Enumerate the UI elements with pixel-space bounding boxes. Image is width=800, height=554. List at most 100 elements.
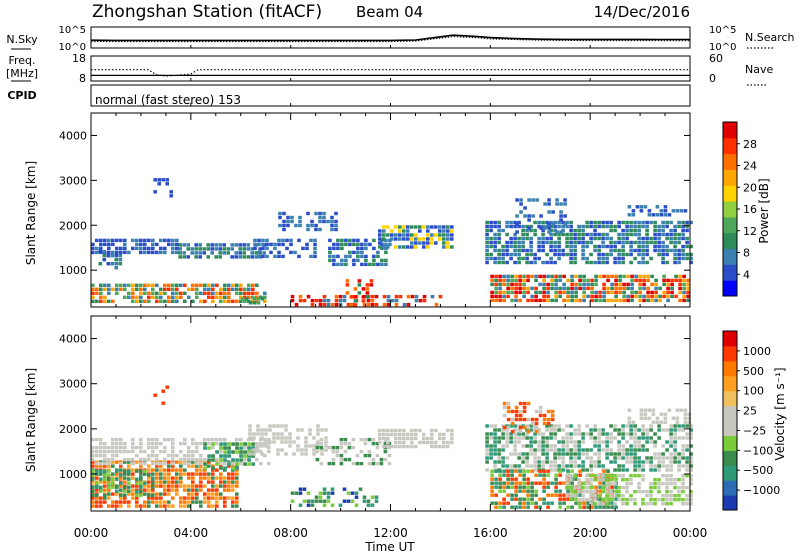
power-cell bbox=[574, 290, 578, 295]
velocity-cell bbox=[394, 440, 398, 445]
power-cell bbox=[606, 298, 610, 303]
power-cell bbox=[678, 278, 682, 283]
power-cell bbox=[534, 298, 538, 303]
power-cell bbox=[650, 294, 654, 299]
velocity-cell bbox=[589, 436, 593, 440]
velocity-cell bbox=[343, 457, 348, 462]
velocity-cell bbox=[689, 482, 693, 486]
power-cell bbox=[570, 286, 574, 291]
velocity-cell bbox=[155, 484, 159, 488]
velocity-cell bbox=[538, 481, 542, 485]
power-cell bbox=[210, 251, 214, 255]
y-tick-label: 3000 bbox=[59, 174, 87, 187]
velocity-cell bbox=[506, 405, 511, 410]
power-cell bbox=[525, 252, 529, 257]
velocity-cell bbox=[529, 452, 533, 456]
velocity-cell bbox=[131, 492, 135, 496]
velocity-cell bbox=[625, 482, 629, 486]
velocity-cell bbox=[517, 432, 521, 436]
power-cell bbox=[593, 248, 597, 253]
power-cell bbox=[621, 256, 625, 261]
velocity-cell bbox=[231, 466, 235, 470]
velocity-cell bbox=[554, 477, 558, 481]
velocity-cell bbox=[546, 473, 550, 477]
velocity-cell bbox=[119, 488, 123, 492]
velocity-cell bbox=[493, 464, 497, 468]
power-cell bbox=[570, 278, 574, 283]
power-cell bbox=[626, 282, 630, 287]
velocity-cell bbox=[288, 440, 292, 444]
velocity-cell bbox=[119, 441, 123, 446]
power-cell bbox=[353, 299, 358, 303]
power-cell bbox=[602, 282, 606, 287]
velocity-cell bbox=[386, 428, 390, 433]
time-tick-label: 08:00 bbox=[273, 526, 308, 540]
velocity-cell bbox=[554, 489, 558, 493]
power-cell bbox=[446, 241, 450, 245]
velocity-cell bbox=[155, 453, 159, 458]
power-cell bbox=[352, 238, 356, 243]
velocity-cell bbox=[562, 497, 566, 501]
velocity-cell bbox=[107, 477, 111, 481]
velocity-cell bbox=[231, 496, 235, 500]
velocity-cell bbox=[633, 456, 637, 460]
velocity-cell bbox=[183, 484, 187, 488]
velocity-cell bbox=[485, 456, 489, 460]
power-cell bbox=[581, 252, 585, 257]
power-cell bbox=[238, 255, 242, 259]
velocity-cell bbox=[223, 454, 227, 458]
power-cell bbox=[139, 246, 143, 251]
power-cell bbox=[178, 243, 182, 247]
velocity-cell bbox=[506, 417, 511, 422]
velocity-cell bbox=[386, 440, 390, 445]
velocity-cell bbox=[526, 477, 530, 481]
velocity-cell bbox=[505, 444, 509, 448]
velocity-cell bbox=[322, 487, 327, 491]
power-cell bbox=[265, 254, 269, 259]
velocity-cell bbox=[609, 460, 613, 464]
velocity-cell bbox=[387, 453, 392, 458]
power-cell bbox=[418, 241, 422, 245]
velocity-cell bbox=[657, 478, 661, 482]
power-cell bbox=[183, 283, 187, 287]
power-cell bbox=[103, 299, 107, 303]
velocity-cell bbox=[645, 448, 649, 452]
power-cell bbox=[673, 224, 677, 229]
velocity-cell bbox=[103, 477, 107, 481]
power-cell bbox=[517, 220, 521, 225]
power-cell bbox=[165, 178, 169, 182]
power-cell bbox=[186, 243, 190, 247]
power-cell bbox=[310, 219, 314, 224]
power-cell bbox=[650, 274, 654, 279]
power-cell bbox=[442, 237, 446, 241]
velocity-cell bbox=[685, 464, 689, 468]
power-cell bbox=[346, 302, 351, 307]
velocity-cell bbox=[649, 464, 653, 468]
velocity-cell bbox=[585, 490, 589, 494]
power-cell bbox=[345, 279, 350, 283]
velocity-cell bbox=[434, 440, 438, 445]
power-cell bbox=[182, 251, 186, 255]
power-cell bbox=[609, 224, 613, 229]
power-cell bbox=[186, 247, 190, 251]
velocity-cell bbox=[605, 440, 609, 444]
velocity-cell bbox=[613, 428, 617, 432]
velocity-cell bbox=[601, 440, 605, 444]
velocity-cell bbox=[573, 456, 577, 460]
power-cell bbox=[586, 278, 590, 283]
velocity-cell bbox=[665, 428, 669, 432]
power-cell bbox=[685, 244, 689, 249]
velocity-cell bbox=[665, 448, 669, 452]
velocity-cell bbox=[316, 428, 320, 432]
velocity-cell bbox=[99, 477, 103, 481]
power-cell bbox=[187, 295, 191, 299]
velocity-cell bbox=[493, 440, 497, 444]
power-cell bbox=[545, 236, 549, 241]
velocity-cell bbox=[207, 496, 211, 500]
velocity-cell bbox=[143, 504, 147, 508]
power-cell bbox=[670, 294, 674, 299]
velocity-cell bbox=[625, 452, 629, 456]
power-cell bbox=[593, 236, 597, 241]
velocity-cell bbox=[127, 464, 131, 468]
velocity-cell bbox=[259, 449, 263, 454]
